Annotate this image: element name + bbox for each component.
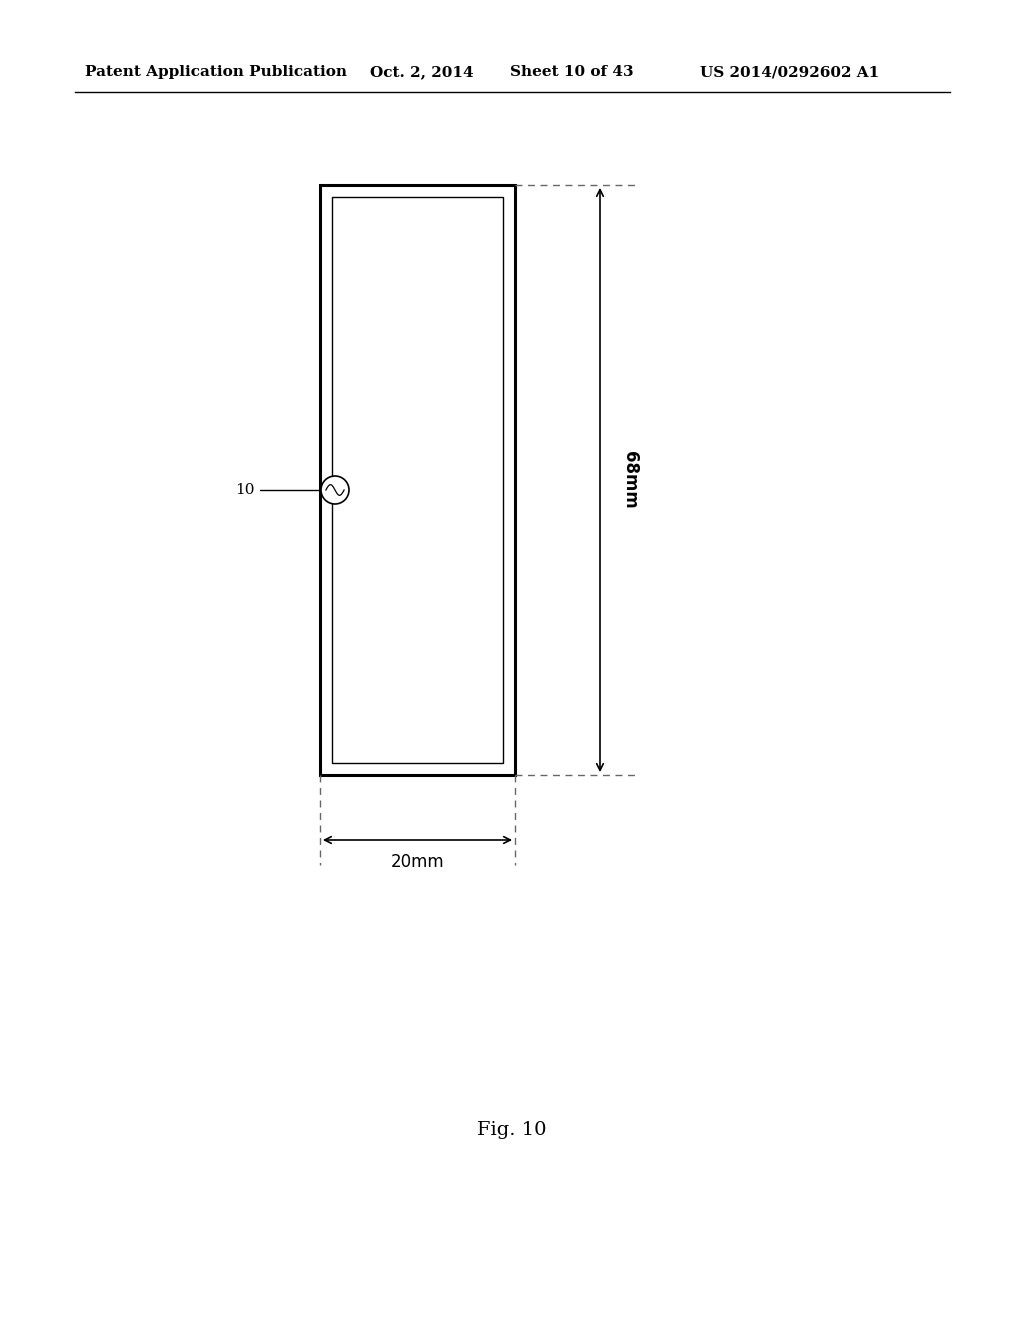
- Text: US 2014/0292602 A1: US 2014/0292602 A1: [700, 65, 880, 79]
- Text: 20mm: 20mm: [391, 853, 444, 871]
- Bar: [332, 197, 503, 763]
- Circle shape: [321, 477, 349, 504]
- Text: Fig. 10: Fig. 10: [477, 1121, 547, 1139]
- Text: Sheet 10 of 43: Sheet 10 of 43: [510, 65, 634, 79]
- Text: 10: 10: [236, 483, 255, 498]
- Text: Oct. 2, 2014: Oct. 2, 2014: [370, 65, 474, 79]
- Text: 68mm: 68mm: [621, 451, 639, 510]
- Text: Patent Application Publication: Patent Application Publication: [85, 65, 347, 79]
- Bar: [319, 185, 515, 775]
